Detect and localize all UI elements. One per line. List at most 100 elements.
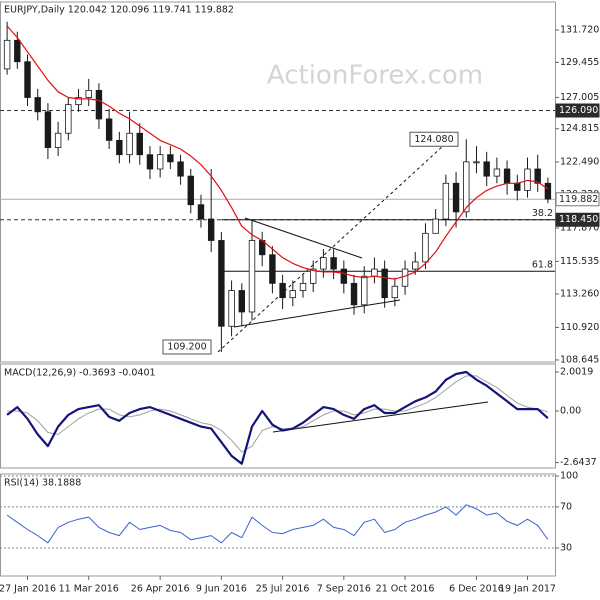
x-tick-label: 27 Jan 2016 bbox=[0, 584, 56, 595]
candle-body bbox=[126, 132, 133, 156]
candle-body bbox=[350, 282, 358, 306]
price-box bbox=[555, 212, 600, 227]
triangle-lower bbox=[233, 299, 401, 328]
candle-body bbox=[177, 161, 184, 177]
candle-body bbox=[228, 290, 235, 327]
x-tick-label: 6 Dec 2016 bbox=[449, 584, 504, 595]
series-line bbox=[6, 370, 549, 465]
y-tick-label: 110.920 bbox=[560, 322, 599, 333]
candle-body bbox=[473, 161, 480, 164]
fib-label: 61.8 bbox=[532, 260, 553, 271]
candle-body bbox=[156, 154, 164, 170]
candle-body bbox=[442, 182, 450, 220]
candle-body bbox=[85, 89, 92, 98]
candle-body bbox=[412, 261, 419, 270]
series-line bbox=[6, 504, 549, 544]
candle-body bbox=[310, 268, 317, 284]
y-tick-label: 117.870 bbox=[560, 223, 599, 234]
candle-body bbox=[14, 39, 21, 63]
price-title: EURJPY,Daily 120.042 120.096 119.741 119… bbox=[4, 5, 234, 16]
price-box-label: 118.450 bbox=[559, 214, 598, 225]
series-line bbox=[6, 25, 549, 280]
candle-body bbox=[330, 257, 337, 270]
y-tick-label: 108.645 bbox=[560, 354, 599, 365]
candle-body bbox=[248, 240, 256, 313]
candle-body bbox=[381, 268, 388, 299]
candle-body bbox=[34, 97, 41, 113]
rsi-panel bbox=[0, 473, 556, 577]
candle-body bbox=[238, 290, 245, 313]
candle-body bbox=[514, 182, 521, 191]
candle-body bbox=[269, 254, 276, 284]
candle-body bbox=[65, 104, 72, 134]
x-tick-label: 9 Jun 2016 bbox=[196, 584, 247, 595]
y-tick-label: -2.6437 bbox=[560, 457, 597, 468]
macd-panel bbox=[0, 363, 556, 469]
y-tick-label: 122.490 bbox=[560, 156, 599, 167]
x-tick-label: 7 Sep 2016 bbox=[317, 584, 371, 595]
candle-body bbox=[136, 132, 143, 156]
annotation-label: 124.080 bbox=[414, 134, 453, 145]
candle-body bbox=[197, 204, 205, 220]
candle-body bbox=[371, 268, 378, 277]
candle-body bbox=[207, 218, 215, 241]
candle-body bbox=[483, 161, 490, 177]
candle-body bbox=[54, 132, 62, 148]
candle-body bbox=[320, 257, 327, 270]
x-tick-label: 26 Apr 2016 bbox=[131, 584, 190, 595]
candle-body bbox=[44, 111, 52, 148]
candle-body bbox=[299, 282, 307, 291]
candle-body bbox=[452, 182, 460, 213]
y-tick-label: 115.535 bbox=[560, 256, 599, 267]
price-panel bbox=[0, 1, 556, 363]
annotation-label: 109.200 bbox=[167, 341, 206, 352]
y-tick-label: 100 bbox=[560, 471, 578, 482]
x-tick-label: 19 Jan 2017 bbox=[499, 584, 556, 595]
triangle-upper bbox=[244, 217, 363, 259]
candle-body bbox=[146, 154, 154, 170]
x-tick-label: 11 Mar 2016 bbox=[59, 584, 119, 595]
price-box-label: 126.090 bbox=[559, 105, 598, 116]
y-tick-label: 124.815 bbox=[560, 123, 599, 134]
y-tick-label: 30 bbox=[560, 542, 572, 553]
price-box bbox=[555, 103, 600, 118]
candle-body bbox=[361, 275, 368, 306]
candle-body bbox=[3, 39, 11, 70]
candle-body bbox=[544, 182, 552, 200]
macd-title: MACD(12,26,9) -0.3693 -0.0401 bbox=[4, 368, 156, 379]
y-tick-label: 2.0019 bbox=[560, 366, 593, 377]
rsi-title: RSI(14) 38.1888 bbox=[4, 478, 81, 489]
candle-body bbox=[116, 139, 123, 156]
price-box bbox=[555, 192, 600, 207]
candle-body bbox=[534, 168, 541, 184]
annotation-box bbox=[409, 131, 459, 147]
candle-body bbox=[524, 168, 531, 191]
candle-body bbox=[340, 268, 348, 284]
candle-body bbox=[289, 290, 297, 299]
candle-body bbox=[503, 168, 511, 184]
candle-body bbox=[401, 268, 409, 287]
candle-body bbox=[463, 161, 470, 213]
y-tick-label: 70 bbox=[560, 501, 572, 512]
candle-body bbox=[422, 232, 429, 263]
price-box-label: 119.882 bbox=[559, 194, 598, 205]
y-tick-label: 129.455 bbox=[560, 57, 599, 68]
candle-body bbox=[24, 61, 31, 98]
annotation-box bbox=[162, 339, 212, 355]
candle-body bbox=[95, 89, 103, 120]
candle-body bbox=[279, 282, 286, 299]
y-tick-label: 127.005 bbox=[560, 92, 599, 103]
y-tick-label: 131.720 bbox=[560, 25, 599, 36]
candle-body bbox=[75, 97, 82, 106]
macd-trendline bbox=[272, 401, 489, 433]
watermark: ActionForex.com bbox=[267, 61, 483, 91]
x-tick-label: 21 Oct 2016 bbox=[376, 584, 435, 595]
x-tick-label: 25 Jul 2016 bbox=[256, 584, 310, 595]
candle-body bbox=[391, 285, 399, 299]
candle-body bbox=[493, 168, 501, 177]
candle-body bbox=[432, 218, 439, 234]
y-tick-label: 113.260 bbox=[560, 288, 599, 299]
y-tick-label: 0.00 bbox=[560, 406, 581, 417]
candle-body bbox=[218, 240, 225, 327]
